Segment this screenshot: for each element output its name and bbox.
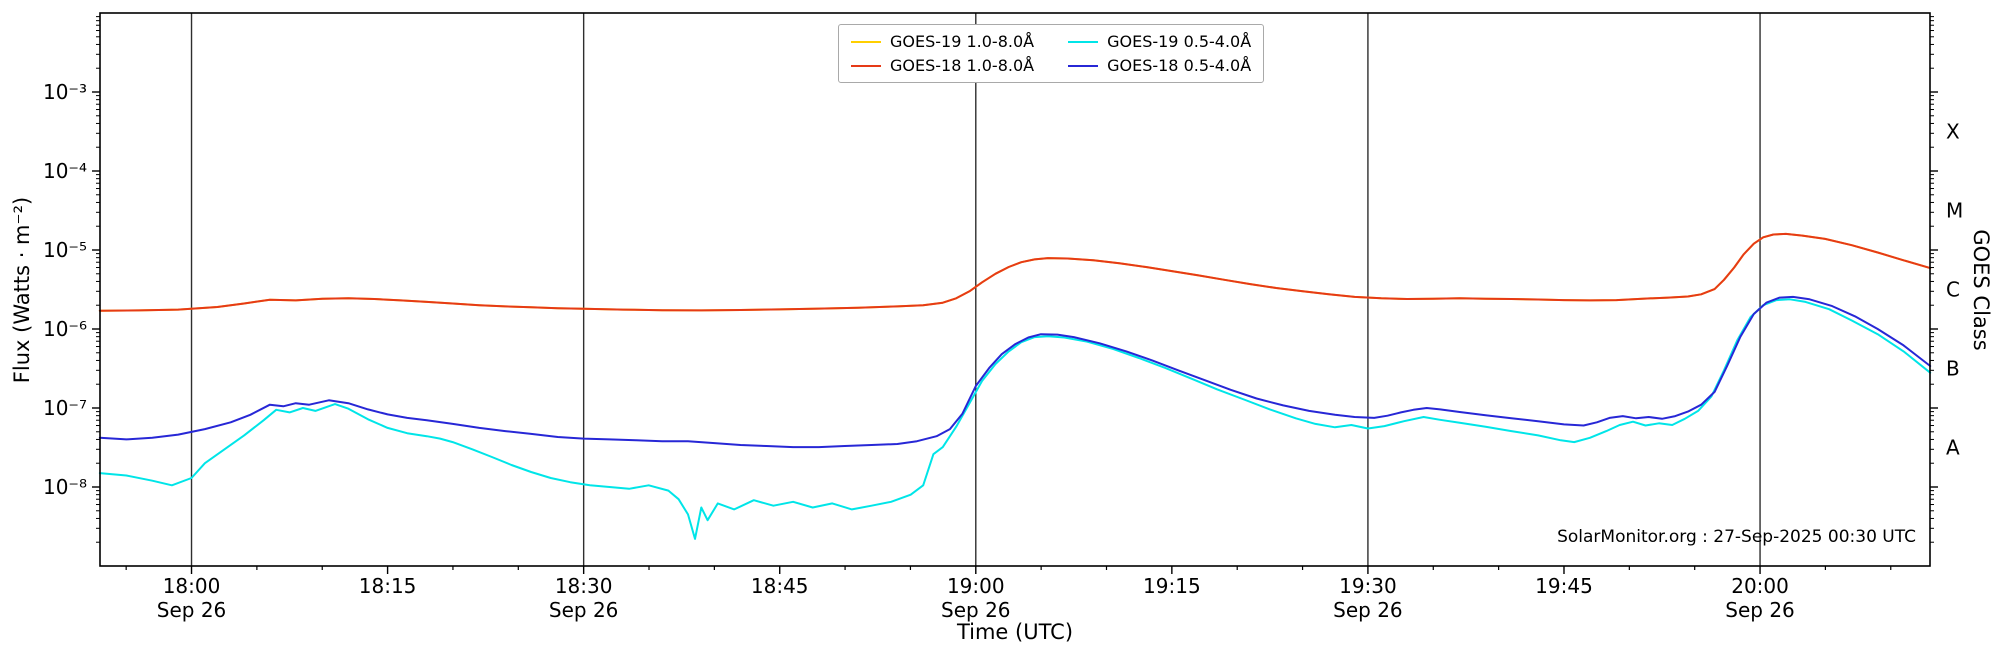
y-tick-label: 10⁻⁶	[43, 317, 87, 341]
legend-label: GOES-19 1.0-8.0Å	[890, 32, 1035, 51]
solarmonitor-timestamp: SolarMonitor.org : 27-Sep-2025 00:30 UTC	[1557, 527, 1916, 547]
goes-class-label: M	[1946, 199, 1963, 223]
x-tick-label: 19:15	[1143, 574, 1201, 598]
x-date-label: Sep 26	[157, 598, 227, 622]
legend-item: GOES-18 0.5-4.0Å	[1068, 56, 1251, 75]
x-date-label: Sep 26	[941, 598, 1011, 622]
legend-item: GOES-19 1.0-8.0Å	[851, 32, 1034, 51]
y-tick-label: 10⁻⁵	[43, 238, 87, 262]
legend-label: GOES-18 0.5-4.0Å	[1107, 56, 1252, 75]
x-date-label: Sep 26	[1725, 598, 1795, 622]
legend-item: GOES-18 1.0-8.0Å	[851, 56, 1034, 75]
x-date-label: Sep 26	[549, 598, 619, 622]
plot-border	[99, 12, 1931, 567]
x-tick-label: 18:45	[751, 574, 809, 598]
y-tick-label: 10⁻⁸	[43, 475, 87, 499]
legend-item: GOES-19 0.5-4.0Å	[1068, 32, 1251, 51]
goes-class-label: C	[1946, 278, 1960, 302]
goes-class-label: X	[1946, 120, 1960, 144]
x-axis-title: Time (UTC)	[956, 620, 1074, 644]
legend-line-swatch	[1068, 64, 1099, 67]
y-tick-label: 10⁻⁴	[43, 159, 87, 183]
x-tick-label: 20:00	[1731, 574, 1789, 598]
x-tick-label: 19:00	[947, 574, 1005, 598]
y-axis-title-flux: Flux (Watts · m⁻²)	[10, 196, 34, 384]
x-tick-label: 18:30	[555, 574, 613, 598]
series-line-goes19-short	[98, 298, 1932, 540]
y-axis-title-goes-class: GOES Class	[1969, 229, 1993, 351]
goes-class-label: A	[1946, 436, 1960, 460]
x-date-label: Sep 26	[1333, 598, 1403, 622]
legend-line-swatch	[851, 64, 881, 67]
goes-class-label: B	[1946, 357, 1960, 381]
legend-label: GOES-18 1.0-8.0Å	[890, 56, 1035, 75]
y-tick-label: 10⁻³	[43, 80, 87, 104]
legend-line-swatch	[851, 40, 881, 43]
x-tick-label: 19:45	[1535, 574, 1593, 598]
series-line-goes18-long	[98, 232, 1932, 312]
legend-label: GOES-19 0.5-4.0Å	[1107, 32, 1252, 51]
x-tick-label: 19:30	[1339, 574, 1397, 598]
x-tick-label: 18:00	[163, 574, 221, 598]
legend-line-swatch	[1068, 40, 1099, 43]
x-tick-label: 18:15	[359, 574, 417, 598]
y-tick-label: 10⁻⁷	[43, 396, 87, 420]
legend: GOES-19 1.0-8.0Å GOES-18 1.0-8.0Å GOES-19 …	[838, 24, 1265, 83]
series-line-goes18-short	[98, 295, 1932, 449]
